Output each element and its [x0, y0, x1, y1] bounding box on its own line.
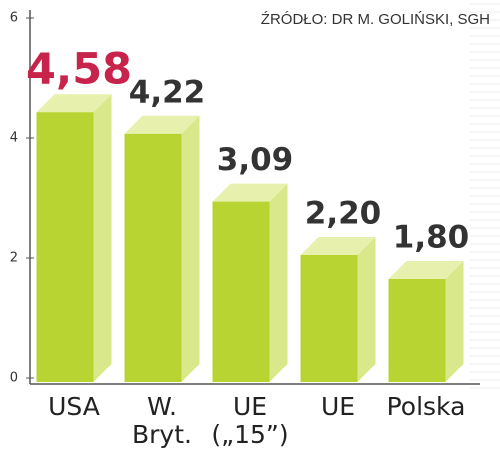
x-tick-label: W.	[147, 392, 177, 421]
bar	[36, 112, 94, 382]
bar	[212, 201, 270, 382]
x-tick-label: USA	[48, 392, 100, 421]
y-tick-label: 6	[10, 11, 18, 26]
bar	[388, 279, 446, 382]
x-tick-label: Polska	[387, 392, 466, 421]
bar-top	[124, 115, 200, 134]
bar-side	[181, 115, 200, 383]
bar	[124, 133, 182, 382]
bar-top	[36, 94, 112, 113]
x-tick-label: UE	[233, 392, 267, 421]
bar-side	[93, 94, 112, 382]
source: ŹRÓDŁO: DR M. GOLIŃSKI, SGH	[261, 11, 490, 28]
bar-side	[357, 237, 376, 382]
bar-top	[300, 237, 376, 255]
value-label: 3,09	[217, 142, 294, 178]
bar-side	[445, 261, 464, 382]
background-texture	[470, 0, 500, 390]
bar-side	[269, 183, 288, 382]
bar	[300, 255, 358, 382]
bar-top	[388, 261, 464, 279]
value-label: 4,58	[26, 45, 132, 95]
y-tick-label: 4	[10, 131, 18, 146]
y-tick-label: 0	[10, 371, 18, 386]
y-tick-label: 2	[10, 251, 18, 266]
x-tick-label: UE	[321, 392, 355, 421]
bar-top	[212, 183, 288, 202]
value-label: 2,20	[305, 196, 382, 232]
value-label: 4,22	[129, 74, 206, 110]
value-label: 1,80	[393, 220, 470, 256]
x-tick-label: Bryt.	[132, 420, 192, 449]
x-tick-label: („15”)	[211, 420, 288, 449]
